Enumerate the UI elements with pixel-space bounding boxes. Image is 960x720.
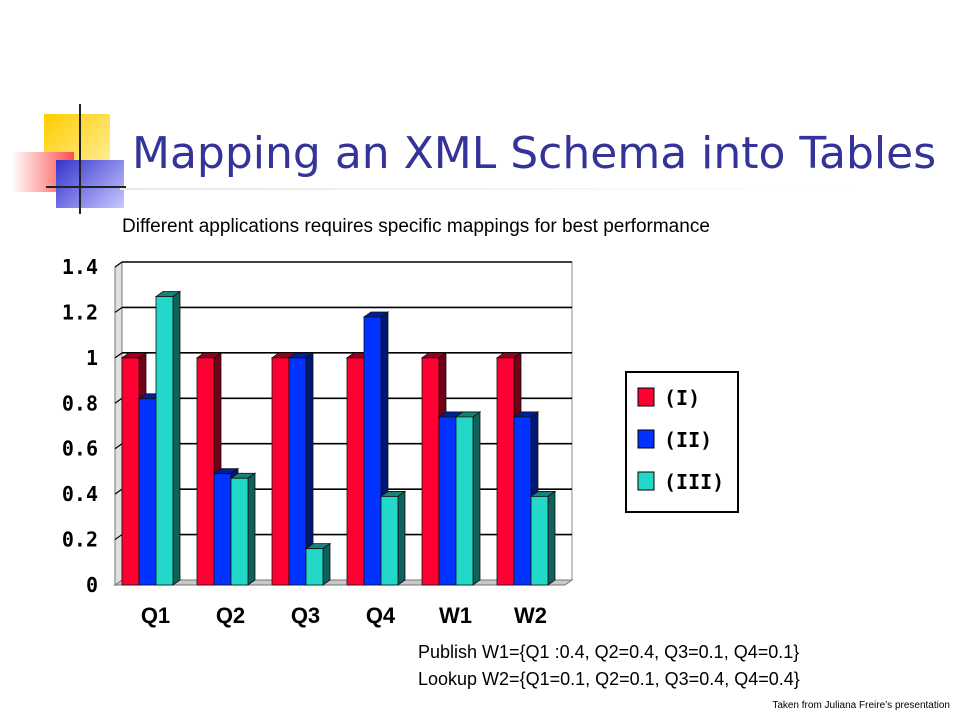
bar-q1-series-1 [121, 357, 140, 586]
bar-q4-series-1 [346, 357, 365, 586]
bar-q3-series-3 [305, 548, 324, 586]
legend-label: (II) [664, 428, 712, 452]
bar-q2-series-3 [230, 477, 249, 586]
y-tick-label: 1.2 [62, 300, 98, 324]
deco-blue-square [56, 160, 124, 208]
legend-swatch [637, 429, 655, 449]
deco-horizontal-line [46, 186, 126, 188]
x-tick-label: Q2 [216, 603, 245, 628]
gridline-depth [114, 261, 123, 268]
gridline-depth [114, 443, 123, 450]
bar-q3-series-2 [288, 357, 307, 586]
title-underline [120, 188, 860, 190]
bar-side [547, 490, 556, 586]
bar-w1-series-3 [455, 416, 474, 586]
y-tick-label: 0.8 [62, 391, 98, 415]
y-tick-label: 0.4 [62, 482, 98, 506]
bar-side [472, 411, 481, 586]
deco-vertical-line [79, 104, 81, 214]
y-tick-label: 0.2 [62, 528, 98, 552]
bar-w2-series-1 [496, 357, 515, 586]
x-tick-label: W1 [439, 603, 472, 628]
bar-q1-series-2 [138, 398, 157, 586]
x-tick-label: W2 [514, 603, 547, 628]
credit-text: Taken from Juliana Freire’s presentation [772, 700, 950, 711]
legend-swatch [637, 387, 655, 407]
bar-chart: 0 0.2 0.4 0.6 0.8 1 1.2 1.4 Q1 Q2 Q3 Q4 W1 W2 (I) (II) (… [62, 255, 739, 628]
legend-label: (I) [664, 386, 700, 410]
gridline-depth [114, 397, 123, 404]
bar-side [247, 472, 256, 586]
bar-q2-series-2 [213, 473, 232, 586]
x-tick-label: Q4 [366, 603, 396, 628]
gridline-depth [114, 352, 123, 359]
bar-q1-series-3 [155, 296, 174, 586]
legend-swatch [637, 471, 655, 491]
x-tick-label: Q3 [291, 603, 320, 628]
subtitle: Different applications requires specific… [122, 216, 710, 237]
gridline-depth [114, 534, 123, 541]
bar-side [172, 290, 181, 586]
bar-w2-series-2 [513, 416, 532, 586]
bar-w1-series-2 [438, 416, 457, 586]
bar-side [322, 542, 331, 586]
bar-w1-series-1 [421, 357, 440, 586]
gridline-depth [114, 306, 123, 313]
y-tick-label: 0.6 [62, 437, 98, 461]
bar-q4-series-3 [380, 496, 399, 586]
y-tick-label: 0 [86, 573, 98, 597]
legend-label: (III) [664, 470, 724, 494]
bar-q3-series-1 [271, 357, 290, 586]
y-tick-label: 1.4 [62, 255, 98, 279]
bar-w2-series-3 [530, 496, 549, 586]
bar-q2-series-1 [196, 357, 215, 586]
note-lookup-workload: Lookup W2={Q1=0.1, Q2=0.1, Q3=0.4, Q4=0.… [418, 669, 800, 689]
bar-side [397, 490, 406, 586]
x-tick-label: Q1 [141, 603, 170, 628]
page-title: Mapping an XML Schema into Tables [132, 128, 937, 179]
y-tick-label: 1 [86, 346, 98, 370]
bar-q4-series-2 [363, 316, 382, 586]
note-publish-workload: Publish W1={Q1 :0.4, Q2=0.4, Q3=0.1, Q4=… [418, 642, 800, 662]
gridline-depth [114, 488, 123, 495]
